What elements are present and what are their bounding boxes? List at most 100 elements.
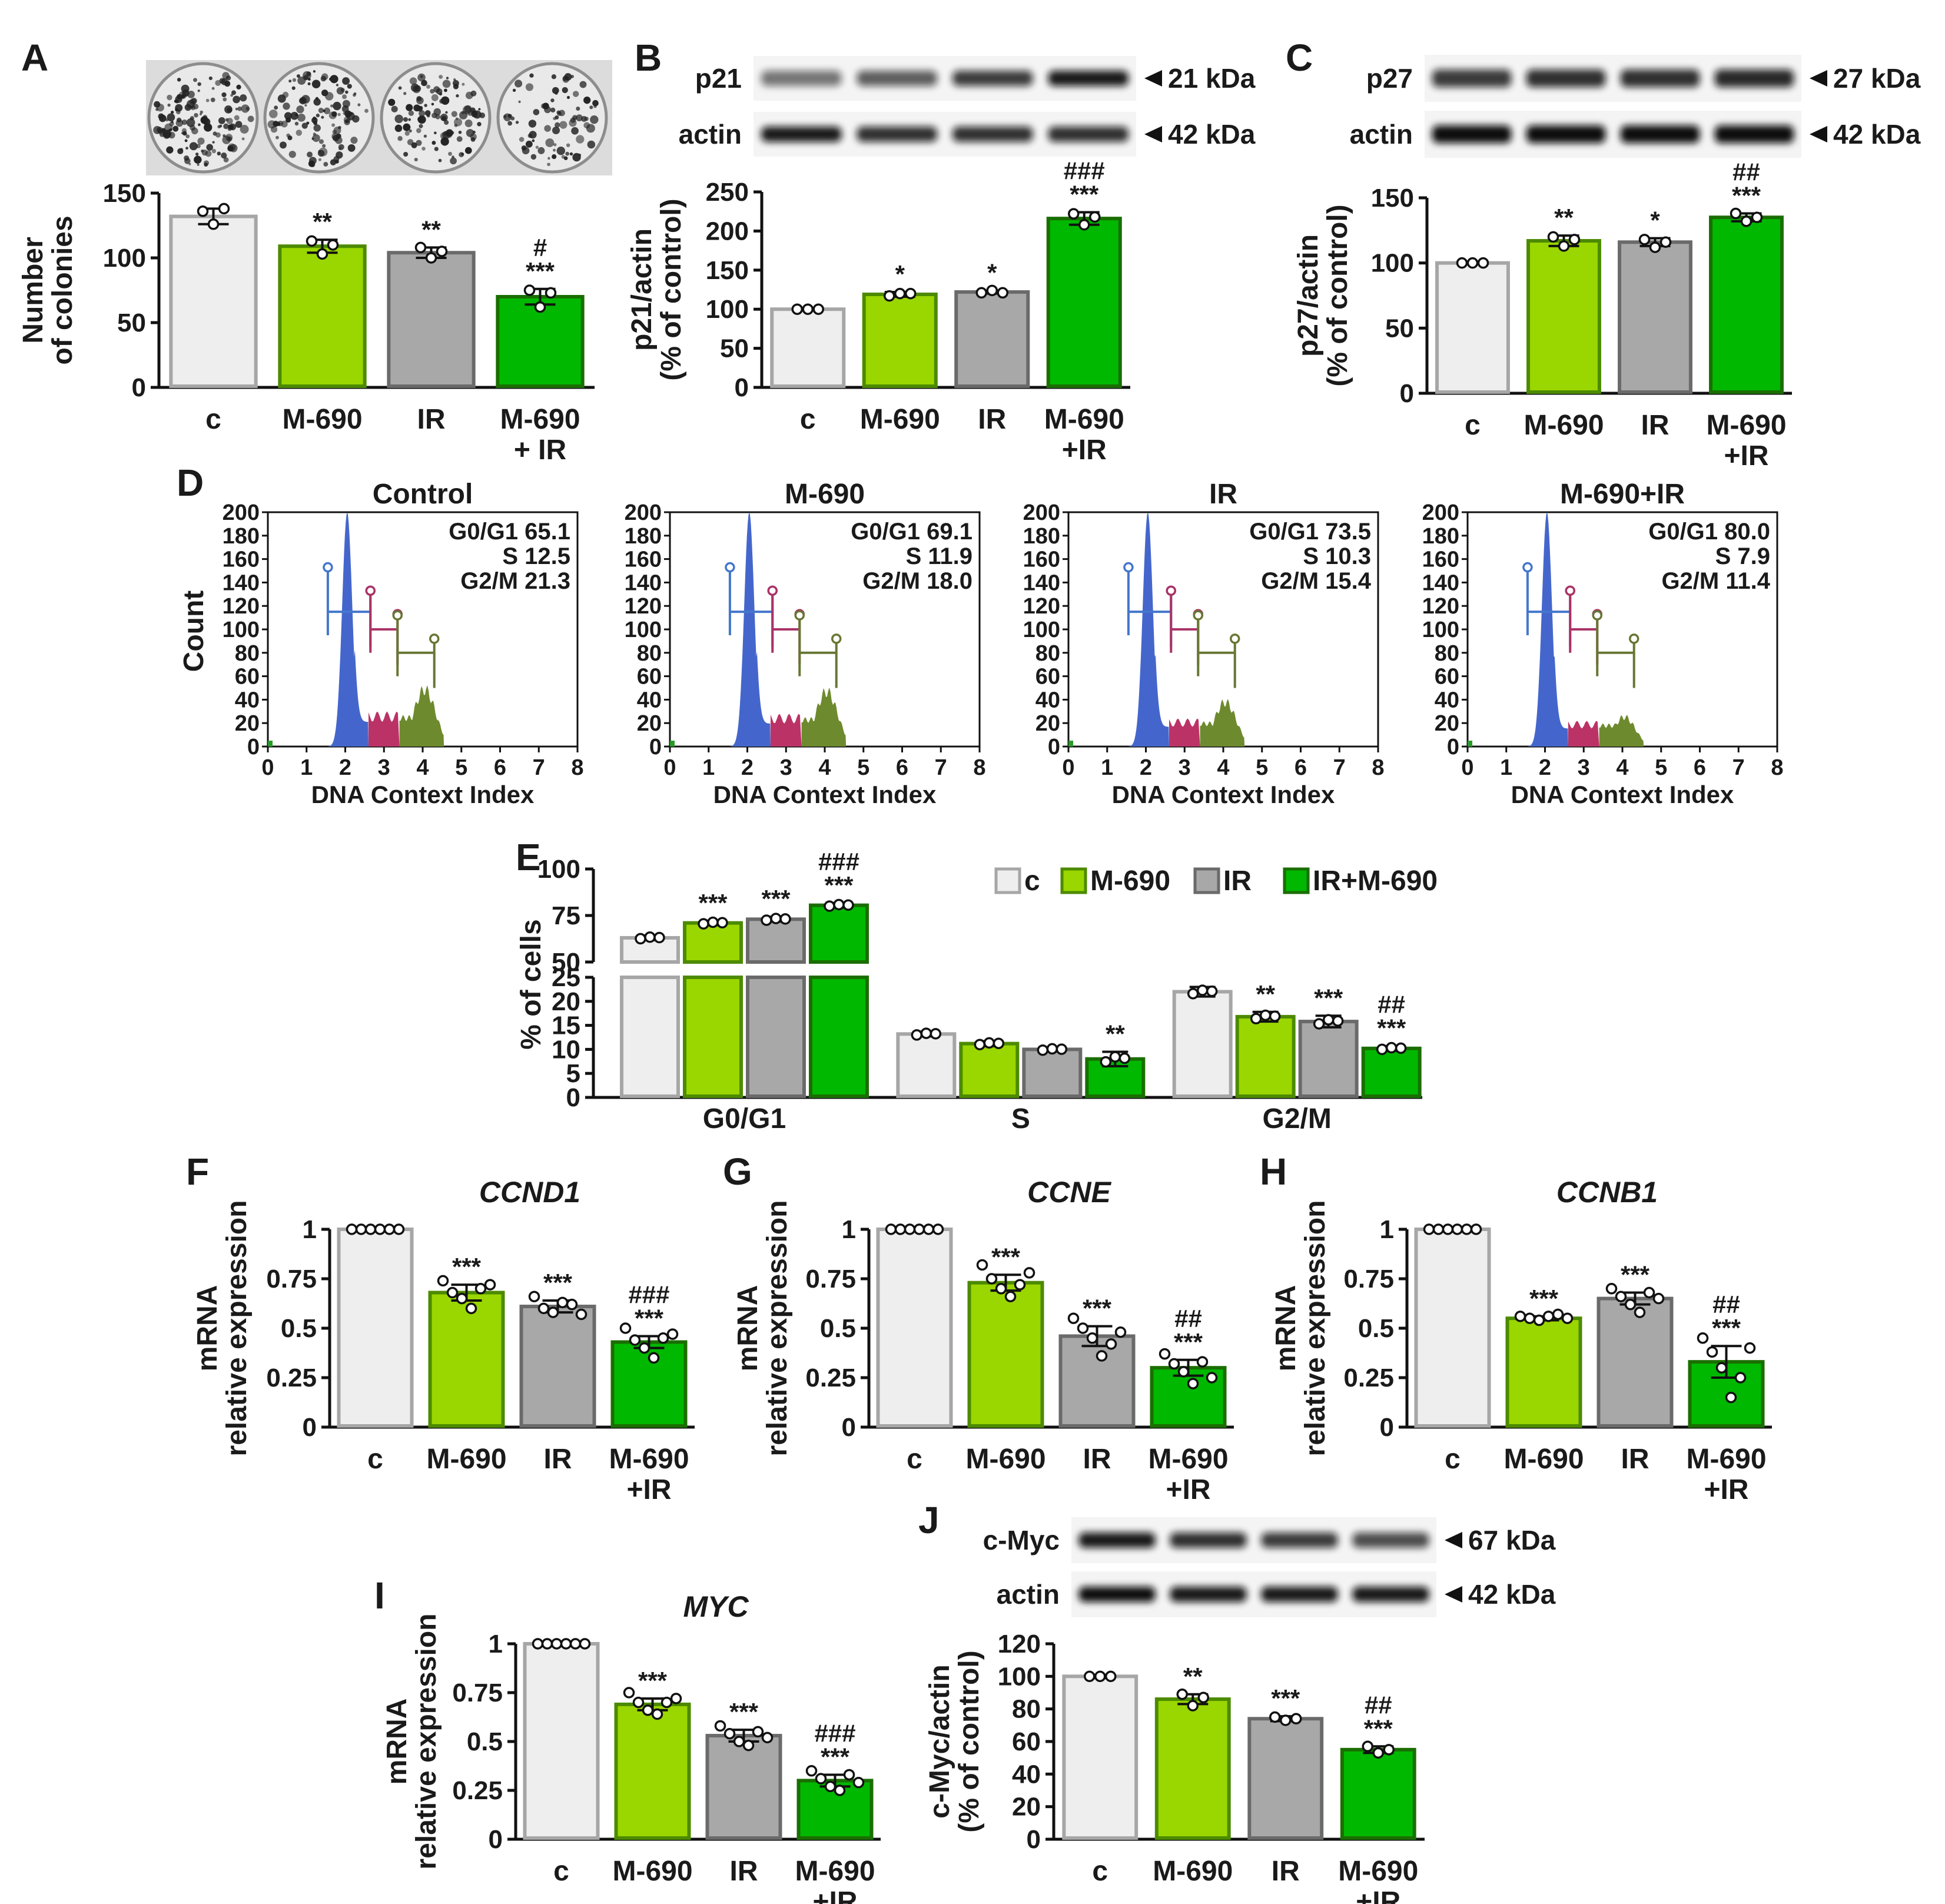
debris-blip bbox=[670, 741, 675, 747]
y-tick-label: 20 bbox=[552, 987, 580, 1016]
colony bbox=[552, 87, 559, 94]
colony bbox=[556, 146, 566, 155]
data-point bbox=[1442, 1223, 1454, 1235]
colony bbox=[442, 79, 451, 88]
y-tick-label: 160 bbox=[1023, 548, 1060, 572]
colony bbox=[213, 131, 217, 136]
colony bbox=[197, 89, 200, 92]
data-point bbox=[1176, 1689, 1188, 1700]
colony bbox=[417, 115, 426, 124]
phase-stat: G2/M 21.3 bbox=[460, 568, 570, 594]
y-tick-label: 40 bbox=[235, 688, 260, 712]
y-tick-label: 0.25 bbox=[452, 1776, 503, 1805]
data-point bbox=[802, 303, 814, 315]
data-point bbox=[805, 1765, 818, 1777]
debris-blip bbox=[268, 741, 273, 747]
data-point bbox=[1432, 1223, 1445, 1235]
y-tick-label: 180 bbox=[625, 524, 662, 549]
y-tick-label: 200 bbox=[223, 500, 260, 525]
colony bbox=[518, 100, 521, 104]
y-tick-label: 0 bbox=[1380, 1413, 1394, 1442]
legend-swatch bbox=[1193, 867, 1220, 894]
colony bbox=[341, 94, 347, 99]
significance-star: *** bbox=[1529, 1285, 1559, 1312]
colony bbox=[576, 114, 583, 122]
y-tick-label: 120 bbox=[223, 594, 260, 619]
blot-band bbox=[761, 71, 842, 86]
bar-c bbox=[337, 1228, 414, 1428]
x-tick-label-line: M-690 bbox=[500, 404, 580, 435]
colony bbox=[512, 88, 516, 92]
x-tick-label-line: M-690 bbox=[1148, 1444, 1228, 1475]
x-tick-label-line: +IR bbox=[812, 1886, 857, 1904]
colony bbox=[218, 117, 225, 124]
data-point bbox=[1105, 1670, 1117, 1683]
data-point bbox=[619, 1322, 632, 1334]
colony bbox=[166, 146, 174, 154]
y-tick-label: 100 bbox=[223, 618, 260, 642]
y-tick-label: 0 bbox=[735, 373, 749, 402]
x-tick-label: M-690 bbox=[1503, 1444, 1584, 1475]
blot-band bbox=[1261, 1587, 1338, 1602]
data-point bbox=[1004, 1291, 1017, 1302]
bar-ir bbox=[1247, 1717, 1324, 1840]
colony bbox=[158, 129, 163, 135]
bar-ir bbox=[954, 290, 1030, 389]
bar-g2m-m-690-plus-ir bbox=[1361, 1046, 1422, 1098]
significance-star: *** bbox=[1364, 1714, 1393, 1742]
y-tick-label: 140 bbox=[1422, 570, 1459, 595]
x-group-label: G0/G1 bbox=[703, 1103, 786, 1135]
y-tick-label: 0.75 bbox=[452, 1679, 503, 1707]
colony-plates-image bbox=[146, 60, 612, 175]
y-tick-label: 100 bbox=[998, 1662, 1041, 1691]
colony bbox=[553, 143, 557, 147]
data-point bbox=[1725, 1391, 1737, 1404]
colony bbox=[197, 82, 201, 87]
colony bbox=[184, 155, 190, 161]
g2m-gate-handle bbox=[831, 633, 842, 644]
colony bbox=[472, 130, 476, 134]
x-tick-label: M-690 +IR bbox=[795, 1856, 875, 1904]
bar-m-690 bbox=[428, 1291, 505, 1428]
colony bbox=[273, 121, 279, 127]
data-point bbox=[976, 1259, 988, 1271]
colony bbox=[438, 158, 442, 162]
colony bbox=[424, 110, 431, 116]
x-tick-label-line: M-690 bbox=[609, 1444, 689, 1475]
y-tick-label: 100 bbox=[537, 855, 580, 884]
data-point bbox=[1524, 1312, 1536, 1324]
colony bbox=[461, 152, 464, 156]
colony bbox=[287, 135, 293, 141]
colony bbox=[432, 141, 436, 145]
significance-hash: ## bbox=[1712, 1291, 1740, 1318]
bar-c bbox=[1414, 1228, 1491, 1428]
colony bbox=[406, 104, 413, 111]
y-tick-label: 150 bbox=[706, 256, 749, 285]
colony bbox=[288, 151, 296, 158]
colony bbox=[235, 121, 243, 128]
arrowhead-icon bbox=[1810, 126, 1827, 142]
bar-m-690 bbox=[1154, 1697, 1231, 1840]
y-tick-label: 160 bbox=[223, 548, 260, 572]
y-tick-label: 50 bbox=[720, 334, 749, 363]
data-point bbox=[824, 1780, 837, 1793]
legend-label: IR+M-690 bbox=[1313, 865, 1438, 897]
colony bbox=[572, 91, 579, 97]
colony bbox=[286, 117, 291, 123]
data-point bbox=[316, 248, 328, 260]
significance-hash: ## bbox=[1732, 158, 1760, 186]
data-point bbox=[1395, 1042, 1407, 1054]
colony bbox=[343, 111, 346, 115]
data-point bbox=[474, 1283, 487, 1295]
y-tick-label: 100 bbox=[706, 295, 749, 324]
data-point bbox=[644, 931, 656, 943]
colony bbox=[464, 105, 472, 113]
y-tick-label: 80 bbox=[1012, 1695, 1041, 1724]
data-point bbox=[383, 1223, 396, 1235]
colony bbox=[233, 95, 240, 104]
g0g1-gate-handle bbox=[323, 562, 333, 573]
colony bbox=[442, 131, 450, 140]
colony bbox=[590, 115, 599, 124]
colony bbox=[292, 78, 297, 82]
